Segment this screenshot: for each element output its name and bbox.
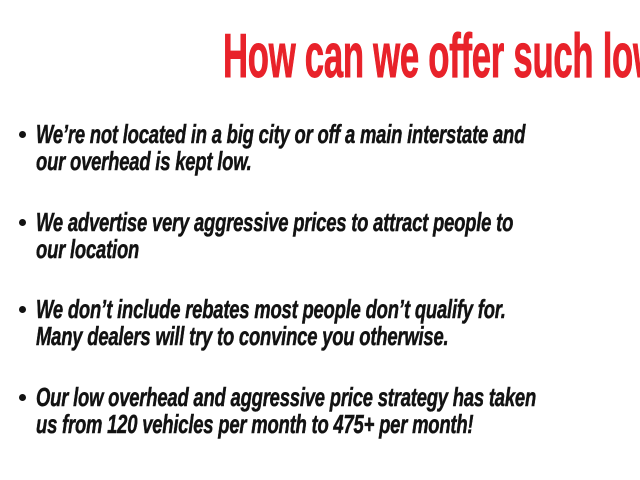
bullet-dot-icon: [19, 394, 26, 401]
bullet-item-1: We’re not located in a big city or off a…: [19, 119, 619, 176]
bullet-line: our location: [36, 234, 140, 264]
bullet-dot-icon: [19, 131, 26, 138]
bullet-text-block: We don’t include rebates most people don…: [36, 294, 619, 351]
bullet-item-2: We advertise very aggressive prices to a…: [19, 207, 619, 264]
bullet-dot-icon: [19, 219, 26, 226]
bullet-text-block: We’re not located in a big city or off a…: [36, 119, 619, 176]
bullet-line: our overhead is kept low.: [36, 146, 252, 176]
bullet-line: We don’t include rebates most people don…: [36, 294, 506, 324]
bullet-line: We advertise very aggressive prices to a…: [36, 207, 514, 237]
bullet-item-4: Our low overhead and aggressive price st…: [19, 382, 619, 439]
bullet-dot-icon: [19, 306, 26, 313]
bullet-line: Our low overhead and aggressive price st…: [36, 382, 537, 412]
bullet-text-block: We advertise very aggressive prices to a…: [36, 207, 619, 264]
bullet-line: us from 120 vehicles per month to 475+ p…: [36, 409, 474, 439]
bullet-text-block: Our low overhead and aggressive price st…: [36, 382, 619, 439]
bullet-line: Many dealers will try to convince you ot…: [36, 321, 449, 351]
headline-text: How can we offer such low prices?: [222, 22, 640, 91]
bullet-item-3: We don’t include rebates most people don…: [19, 294, 619, 351]
headline: How can we offer such low prices?: [0, 22, 640, 91]
bullet-line: We’re not located in a big city or off a…: [36, 119, 526, 149]
